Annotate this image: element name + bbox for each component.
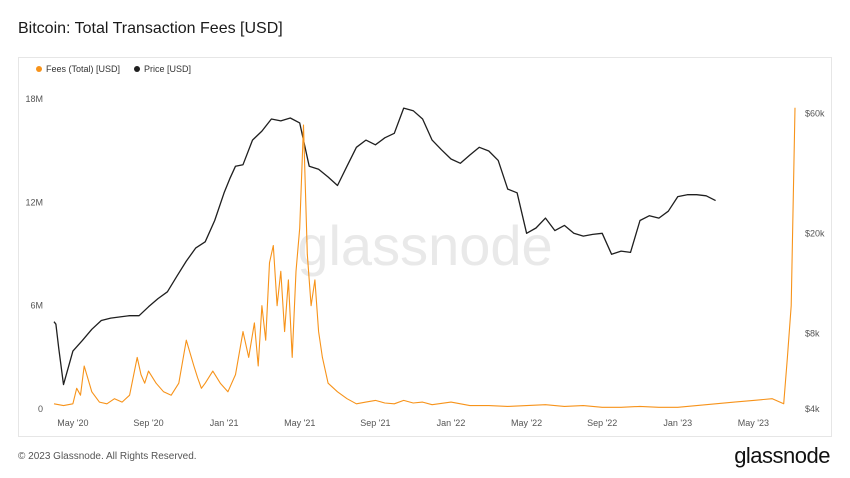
x-tick-9: May '23 [738, 418, 769, 428]
y-left-tick-3: 18M [25, 94, 43, 104]
y-left-tick-1: 6M [30, 301, 43, 311]
copyright-footer: © 2023 Glassnode. All Rights Reserved. [18, 451, 197, 462]
x-tick-3: May '21 [284, 418, 315, 428]
y-right-tick-0: $4k [805, 404, 820, 414]
brand-logo[interactable]: glassnode [734, 443, 830, 468]
legend-label-fees: Fees (Total) [USD] [46, 64, 121, 74]
watermark-text: glassnode [297, 214, 552, 277]
series-line-price [53, 107, 716, 386]
x-tick-5: Jan '22 [437, 418, 466, 428]
series-line-fees [53, 107, 796, 408]
x-tick-8: Jan '23 [663, 418, 692, 428]
x-tick-6: May '22 [511, 418, 542, 428]
y-right-tick-1: $8k [805, 328, 820, 338]
x-tick-7: Sep '22 [587, 418, 617, 428]
legend-item-fees[interactable]: Fees (Total) [USD] [36, 64, 120, 74]
page-title: Bitcoin: Total Transaction Fees [USD] [18, 20, 283, 37]
y-right-tick-3: $60k [805, 108, 825, 118]
x-tick-2: Jan '21 [210, 418, 239, 428]
legend-dot-fees [36, 66, 42, 72]
x-tick-4: Sep '21 [360, 418, 390, 428]
legend-label-price: Price [USD] [144, 64, 192, 74]
y-left-tick-0: 0 [38, 404, 43, 414]
y-right-tick-2: $20k [805, 228, 825, 238]
chart-card [18, 57, 832, 437]
chart-legend: Fees (Total) [USD] Price [USD] [36, 64, 191, 74]
x-tick-0: May '20 [57, 418, 88, 428]
y-left-tick-2: 12M [25, 197, 43, 207]
legend-item-price[interactable]: Price [USD] [134, 64, 191, 74]
legend-dot-price [134, 66, 141, 72]
x-tick-1: Sep '20 [133, 418, 163, 428]
